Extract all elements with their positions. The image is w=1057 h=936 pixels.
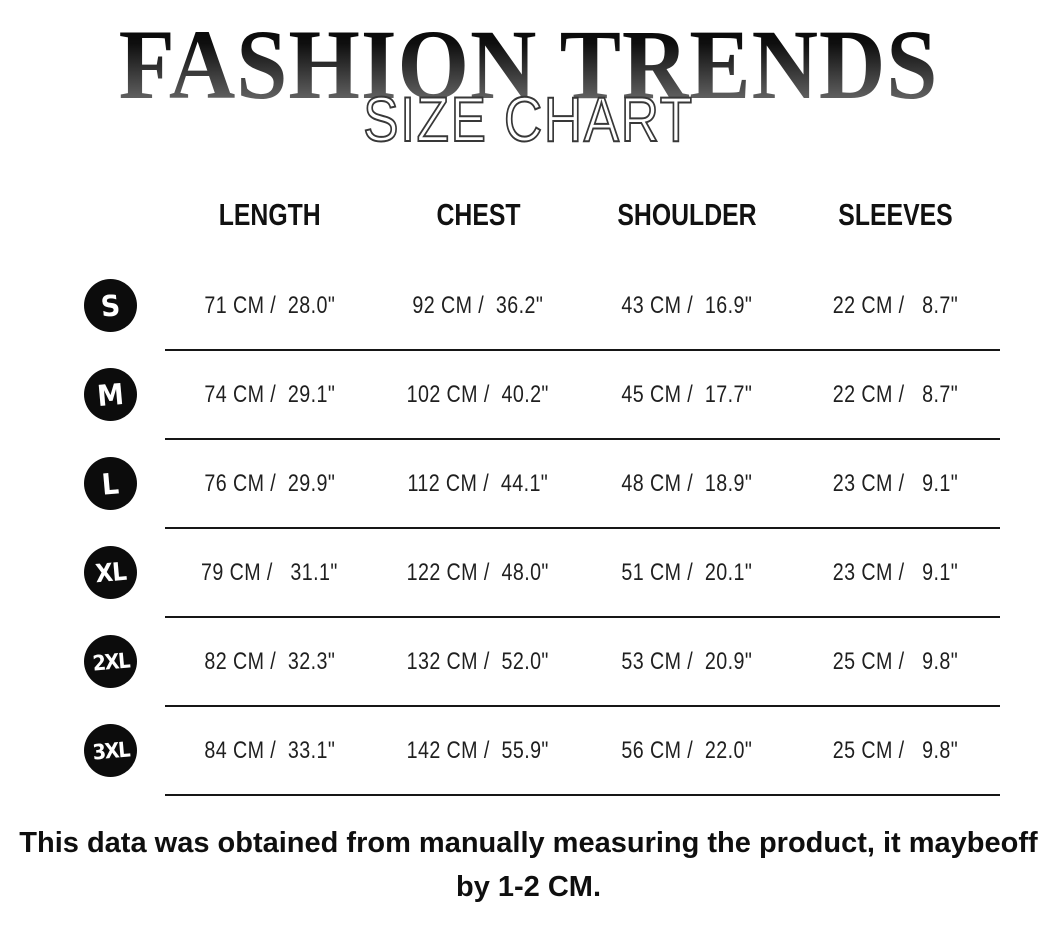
size-badge: M xyxy=(84,368,137,421)
length-cell: 76 CM / 29.9" xyxy=(203,469,335,497)
shoulder-cell: 43 CM / 16.9" xyxy=(621,291,753,319)
size-badge: XL xyxy=(84,546,137,599)
table-row: L 76 CM / 29.9" 112 CM / 44.1" 48 CM / 1… xyxy=(84,439,1000,529)
length-cell: 79 CM / 31.1" xyxy=(200,558,338,586)
badge-letter: 2XL xyxy=(91,647,130,676)
table-row: 3XL 84 CM / 33.1" 142 CM / 55.9" 56 CM /… xyxy=(84,706,1000,796)
chest-cell: 122 CM / 48.0" xyxy=(407,558,550,586)
table-row: M 74 CM / 29.1" 102 CM / 40.2" 45 CM / 1… xyxy=(84,350,1000,440)
sleeves-cell: 25 CM / 9.8" xyxy=(832,647,959,675)
column-header-sleeves: SLEEVES xyxy=(838,197,953,232)
size-chart-subtitle: SIZE CHART xyxy=(362,84,694,156)
chest-cell: 142 CM / 55.9" xyxy=(407,736,550,764)
chest-cell: 112 CM / 44.1" xyxy=(407,469,549,497)
length-cell: 71 CM / 28.0" xyxy=(203,291,335,319)
table-row: 2XL 82 CM / 32.3" 132 CM / 52.0" 53 CM /… xyxy=(84,617,1000,707)
row-divider xyxy=(165,705,1000,707)
column-header-length: LENGTH xyxy=(218,197,321,232)
brand-title: FASHION TRENDS xyxy=(42,0,1014,115)
chest-cell: 102 CM / 40.2" xyxy=(407,380,550,408)
sleeves-cell: 23 CM / 9.1" xyxy=(832,469,959,497)
size-badge: S xyxy=(84,279,137,332)
size-badge: L xyxy=(84,457,137,510)
table-row: S 71 CM / 28.0" 92 CM / 36.2" 43 CM / 16… xyxy=(84,261,1000,351)
length-cell: 82 CM / 32.3" xyxy=(203,647,335,675)
shoulder-cell: 53 CM / 20.9" xyxy=(621,647,753,675)
table-header-row: LENGTH CHEST SHOULDER SLEEVES xyxy=(84,185,1000,245)
length-cell: 74 CM / 29.1" xyxy=(203,380,335,408)
sleeves-cell: 22 CM / 8.7" xyxy=(832,291,959,319)
row-divider xyxy=(165,616,1000,618)
size-badge: 3XL xyxy=(84,724,137,777)
row-divider xyxy=(165,527,1000,529)
row-divider xyxy=(165,794,1000,796)
badge-letter: S xyxy=(99,287,122,324)
shoulder-cell: 56 CM / 22.0" xyxy=(621,736,753,764)
title-block: FASHION TRENDS SIZE CHART xyxy=(0,0,1057,165)
badge-letter: L xyxy=(100,465,121,502)
badge-letter: XL xyxy=(94,556,127,589)
chest-cell: 92 CM / 36.2" xyxy=(412,291,544,319)
size-badge: 2XL xyxy=(84,635,137,688)
table-row: XL 79 CM / 31.1" 122 CM / 48.0" 51 CM / … xyxy=(84,528,1000,618)
badge-letter: 3XL xyxy=(91,736,130,765)
disclaimer-line-2: by 1-2 CM. xyxy=(455,871,602,903)
row-divider xyxy=(165,438,1000,440)
sleeves-cell: 25 CM / 9.8" xyxy=(832,736,959,764)
column-header-shoulder: SHOULDER xyxy=(617,197,757,232)
badge-letter: M xyxy=(95,376,126,413)
sleeves-cell: 22 CM / 8.7" xyxy=(832,380,959,408)
row-divider xyxy=(165,349,1000,351)
length-cell: 84 CM / 33.1" xyxy=(203,736,335,764)
shoulder-cell: 45 CM / 17.7" xyxy=(621,380,753,408)
measurement-disclaimer: This data was obtained from manually mea… xyxy=(0,821,1057,909)
sleeves-cell: 23 CM / 9.1" xyxy=(832,558,959,586)
chest-cell: 132 CM / 52.0" xyxy=(407,647,550,675)
column-header-chest: CHEST xyxy=(436,197,521,232)
size-table: LENGTH CHEST SHOULDER SLEEVES S 71 CM / … xyxy=(84,185,1000,796)
disclaimer-line-1: This data was obtained from manually mea… xyxy=(19,827,1038,859)
shoulder-cell: 48 CM / 18.9" xyxy=(621,469,753,497)
shoulder-cell: 51 CM / 20.1" xyxy=(621,558,753,586)
